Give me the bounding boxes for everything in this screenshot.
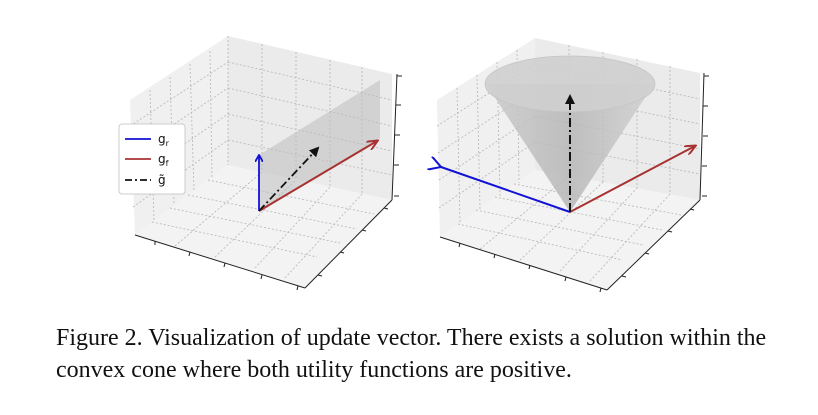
legend-item-g-r: gr	[125, 132, 170, 148]
figure-caption: Figure 2. Visualization of update vector…	[56, 325, 767, 383]
left-3d-plot	[129, 36, 402, 291]
right-vector-g-r	[441, 167, 571, 213]
right-3d-plot	[437, 38, 709, 293]
legend-box	[118, 123, 186, 195]
left-vector-g-tilde	[258, 146, 320, 212]
legend-label-g-r: gr	[158, 132, 170, 148]
legend-label-g-tilde: g̃	[158, 173, 166, 187]
legend-label-g-f: gf	[158, 152, 169, 168]
legend-item-g-f: gf	[125, 152, 169, 168]
figure-2: gr gf g̃	[118, 36, 709, 293]
left-floor-pane	[135, 165, 392, 288]
right-axes	[439, 72, 709, 293]
left-axes	[134, 73, 402, 291]
legend: gr gf g̃	[118, 123, 186, 195]
legend-item-g-tilde: g̃	[125, 173, 166, 187]
right-vector-g-f	[569, 146, 695, 213]
left-vector-g-f	[258, 141, 377, 212]
